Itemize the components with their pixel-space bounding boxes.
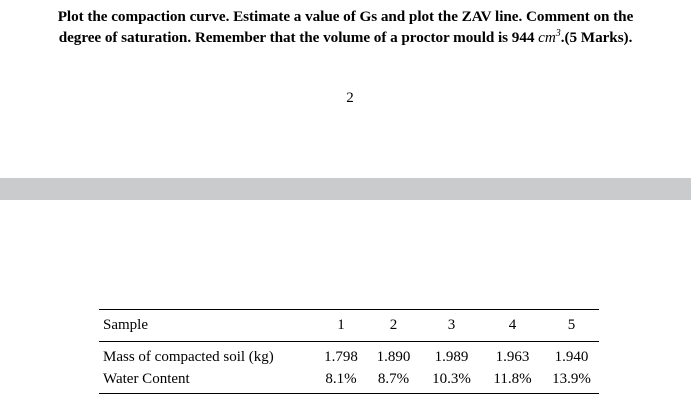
row-label-mass: Mass of compacted soil (kg): [103, 349, 274, 365]
table-header-row: Sample 1 2 3 4 5: [99, 309, 599, 342]
water-content-value-1: 8.1%: [325, 370, 357, 387]
compaction-data-table: Sample 1 2 3 4 5 Mass of compacted soil …: [99, 309, 599, 394]
question-text: Plot the compaction curve. Estimate a va…: [0, 6, 691, 48]
question-line-1: Plot the compaction curve. Estimate a va…: [57, 8, 634, 25]
mass-value-4: 1.963: [495, 349, 530, 365]
question-line-2-prefix: degree of saturation. Remember that the …: [58, 29, 539, 46]
volume-unit-exponent: 3: [555, 27, 561, 39]
volume-unit-base: cm: [538, 29, 556, 46]
header-sample-5: 5: [567, 317, 576, 333]
row-label-water-content: Water Content: [103, 370, 190, 387]
mass-value-1: 1.798: [324, 349, 358, 365]
page-divider: [0, 178, 691, 200]
volume-unit: cm3: [538, 27, 561, 46]
header-sample-label: Sample: [103, 317, 148, 333]
question-line-2-suffix: .(5 Marks).: [560, 29, 633, 46]
table-row-mass: Mass of compacted soil (kg) 1.798 1.890 …: [99, 342, 599, 369]
header-sample-3: 3: [447, 317, 456, 333]
header-sample-4: 4: [508, 317, 517, 333]
water-content-value-2: 8.7%: [377, 370, 410, 387]
page-number: 2: [346, 90, 354, 106]
question-line-2: degree of saturation. Remember that the …: [0, 27, 691, 48]
header-sample-2: 2: [389, 317, 398, 333]
water-content-value-3: 10.3%: [432, 370, 471, 387]
water-content-value-5: 13.9%: [552, 370, 591, 387]
table-row-water-content: Water Content 8.1% 8.7% 10.3% 11.8% 13.9…: [99, 368, 599, 394]
water-content-value-4: 11.8%: [493, 370, 532, 387]
mass-value-3: 1.989: [434, 349, 469, 365]
mass-value-2: 1.890: [376, 349, 411, 365]
header-sample-1: 1: [337, 317, 345, 333]
mass-value-5: 1.940: [554, 349, 589, 365]
